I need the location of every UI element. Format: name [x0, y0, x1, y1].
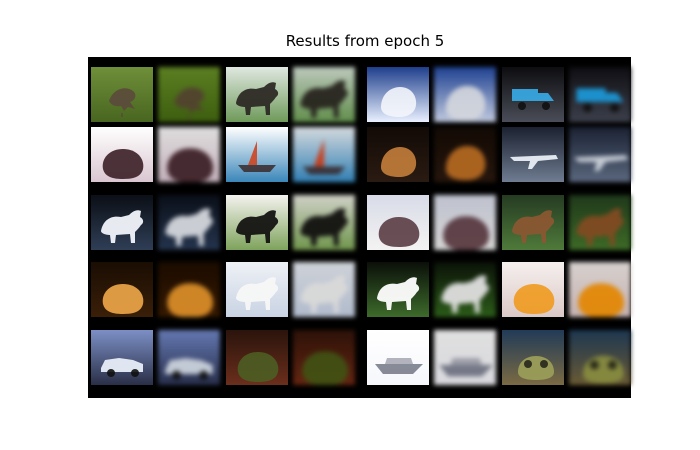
- original-image: [91, 195, 153, 250]
- reconstructed-image: [158, 262, 220, 317]
- reconstructed-image: [293, 195, 355, 250]
- original-image: [91, 67, 153, 122]
- original-image: [502, 330, 564, 385]
- reconstructed-image: [158, 330, 220, 385]
- original-image: [367, 262, 429, 317]
- reconstructed-image: [158, 195, 220, 250]
- original-image: [226, 195, 288, 250]
- reconstructed-image: [293, 67, 355, 122]
- original-image: [502, 195, 564, 250]
- reconstructed-image: [434, 127, 496, 182]
- reconstructed-image: [158, 67, 220, 122]
- reconstructed-image: [293, 330, 355, 385]
- reconstructed-image: [434, 67, 496, 122]
- reconstructed-image: [158, 127, 220, 182]
- reconstructed-image: [434, 195, 496, 250]
- figure-title: Results from epoch 5: [285, 32, 445, 50]
- original-image: [367, 195, 429, 250]
- original-image: [226, 262, 288, 317]
- original-image: [367, 330, 429, 385]
- original-image: [502, 127, 564, 182]
- reconstructed-image: [569, 195, 631, 250]
- reconstructed-image: [293, 262, 355, 317]
- original-image: [226, 330, 288, 385]
- reconstructed-image: [434, 262, 496, 317]
- original-image: [91, 127, 153, 182]
- original-image: [502, 262, 564, 317]
- reconstructed-image: [569, 127, 631, 182]
- original-image: [226, 127, 288, 182]
- reconstructed-image: [434, 330, 496, 385]
- reconstructed-image: [569, 262, 631, 317]
- reconstructed-image: [569, 330, 631, 385]
- reconstructed-image: [569, 67, 631, 122]
- original-image: [502, 67, 564, 122]
- original-image: [91, 262, 153, 317]
- original-image: [367, 67, 429, 122]
- reconstructed-image: [293, 127, 355, 182]
- image-grid: [88, 57, 631, 398]
- original-image: [367, 127, 429, 182]
- original-image: [226, 67, 288, 122]
- original-image: [91, 330, 153, 385]
